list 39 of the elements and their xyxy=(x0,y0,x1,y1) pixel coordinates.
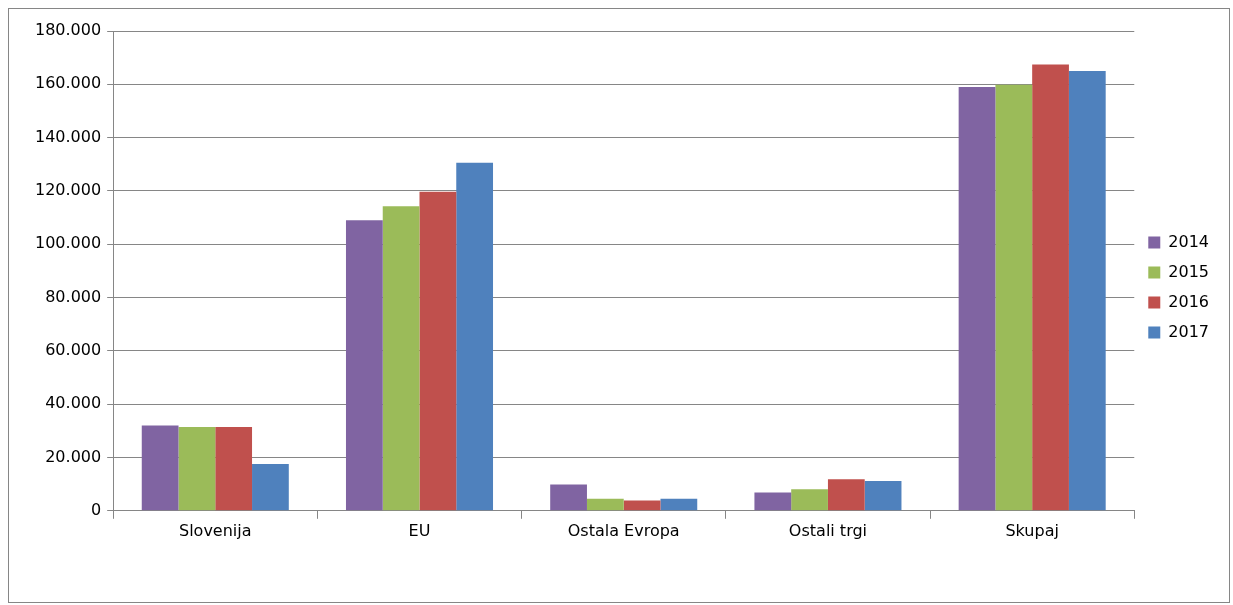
x-tick-label: Slovenija xyxy=(179,520,252,540)
y-tick-label: 180.000 xyxy=(34,20,102,40)
bar xyxy=(141,425,179,511)
legend-label: 2016 xyxy=(1168,291,1209,311)
bar xyxy=(382,206,420,511)
bar xyxy=(252,463,289,511)
y-tick-label: 40.000 xyxy=(45,393,102,413)
bar xyxy=(995,84,1033,511)
bar xyxy=(1068,70,1106,511)
bar xyxy=(754,492,792,511)
x-tick-label: Ostala Evropa xyxy=(567,520,680,540)
bar xyxy=(456,162,494,511)
y-tick-label: 140.000 xyxy=(34,126,102,146)
bar xyxy=(550,484,587,511)
y-tick-label: 0 xyxy=(90,499,102,519)
bar xyxy=(1032,64,1069,511)
legend-label: 2015 xyxy=(1168,261,1209,281)
legend-label: 2014 xyxy=(1168,231,1209,251)
bar xyxy=(586,498,624,511)
bar xyxy=(345,220,383,511)
bar xyxy=(864,480,902,511)
legend-label: 2017 xyxy=(1168,321,1209,341)
y-tick-label: 160.000 xyxy=(34,73,102,93)
bar xyxy=(791,489,828,511)
x-tick-label: Skupaj xyxy=(1005,520,1059,540)
bar xyxy=(419,191,457,511)
y-tick-label: 60.000 xyxy=(45,340,102,360)
bar xyxy=(660,498,698,511)
x-tick-label: EU xyxy=(408,520,431,540)
bar xyxy=(827,479,865,511)
bar xyxy=(178,427,216,511)
y-tick-label: 120.000 xyxy=(34,180,102,200)
x-tick-label: Ostali trgi xyxy=(788,520,868,540)
bar xyxy=(958,86,996,511)
bar xyxy=(623,500,661,511)
y-tick-label: 80.000 xyxy=(45,286,102,306)
y-tick-label: 100.000 xyxy=(34,233,102,253)
y-tick-label: 20.000 xyxy=(45,446,102,466)
bar xyxy=(215,427,253,511)
